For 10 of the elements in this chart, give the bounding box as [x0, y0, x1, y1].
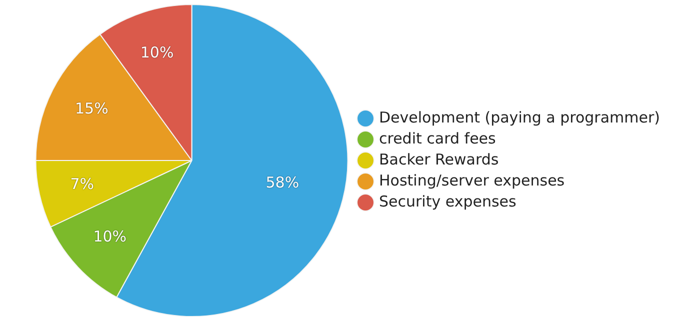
data-label: 15% — [75, 99, 108, 118]
data-label: 7% — [70, 174, 94, 193]
data-label: 10% — [140, 44, 174, 62]
legend-label: Development (paying a programmer) — [379, 108, 660, 126]
data-label: 58% — [266, 174, 300, 192]
legend-label: Backer Rewards — [379, 150, 499, 168]
data-label: 10% — [93, 227, 127, 246]
legend-label: Hosting/server expenses — [379, 171, 565, 190]
legend-label: Security expenses — [379, 192, 517, 210]
legend-label: credit card fees — [379, 129, 496, 148]
